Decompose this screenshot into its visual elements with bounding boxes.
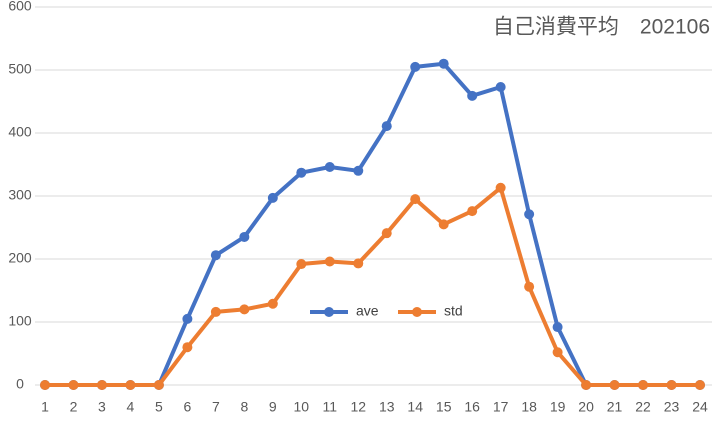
series-line (45, 61, 700, 387)
point (552, 347, 563, 358)
x-tick-label: 20 (578, 399, 594, 415)
point (239, 304, 250, 315)
y-tick-label: 100 (8, 313, 32, 329)
point (438, 219, 449, 230)
point (410, 194, 421, 205)
x-tick-label: 22 (635, 399, 651, 415)
x-tick-label: 5 (155, 399, 163, 415)
x-tick-label: 11 (323, 399, 338, 415)
legend-marker (412, 307, 422, 317)
x-tick-label: 8 (240, 399, 248, 415)
point (296, 167, 307, 178)
point (324, 256, 335, 267)
x-tick-label: 10 (294, 399, 310, 415)
x-tick-label: 4 (127, 399, 135, 415)
x-tick-label: 24 (692, 399, 708, 415)
point (381, 121, 392, 132)
x-tick-label: 17 (493, 399, 509, 415)
x-tick-label: 13 (379, 399, 395, 415)
point (666, 380, 677, 390)
point (638, 380, 649, 390)
x-tick-label: 21 (607, 399, 623, 415)
x-tick-label: 19 (550, 399, 566, 415)
x-tick-label: 9 (269, 399, 277, 415)
point (353, 165, 364, 176)
point (239, 231, 250, 242)
point (153, 380, 164, 390)
x-tick-label: 16 (464, 399, 480, 415)
x-tick-label: 12 (350, 399, 366, 415)
point (96, 380, 107, 390)
x-tick-label: 18 (521, 399, 537, 415)
point (467, 206, 478, 217)
series-line (45, 185, 700, 387)
point (438, 58, 449, 69)
y-tick-label: 500 (8, 61, 32, 77)
x-tick-label: 23 (664, 399, 680, 415)
point (695, 380, 705, 390)
legend-label: std (444, 303, 463, 319)
point (524, 209, 535, 220)
x-tick-label: 3 (98, 399, 106, 415)
x-tick-label: 15 (436, 399, 452, 415)
point (267, 192, 278, 203)
point (210, 250, 221, 261)
point (353, 258, 364, 269)
point (182, 313, 193, 324)
point (467, 90, 478, 101)
point (182, 342, 193, 353)
y-tick-label: 300 (8, 187, 32, 203)
x-tick-label: 7 (212, 399, 220, 415)
point (125, 380, 136, 390)
y-tick-label: 600 (8, 0, 32, 14)
x-tick-label: 2 (70, 399, 78, 415)
point (68, 380, 79, 390)
point (609, 380, 620, 390)
point (381, 228, 392, 239)
point (210, 306, 221, 317)
point (495, 182, 506, 193)
legend-label: ave (356, 303, 379, 319)
point (296, 259, 307, 270)
point (581, 380, 592, 390)
point (410, 61, 421, 72)
point (267, 298, 278, 309)
point (552, 322, 563, 333)
x-tick-label: 6 (183, 399, 191, 415)
x-tick-label: 1 (41, 399, 49, 415)
chart-title: 自己消費平均 202106 (493, 16, 710, 39)
y-tick-label: 0 (16, 376, 24, 392)
x-tick-label: 14 (407, 399, 423, 415)
legend-marker (324, 307, 334, 317)
point (495, 82, 506, 93)
y-tick-label: 400 (8, 124, 32, 140)
point (40, 380, 50, 390)
y-tick-label: 200 (8, 250, 32, 266)
point (324, 162, 335, 173)
point (524, 281, 535, 292)
